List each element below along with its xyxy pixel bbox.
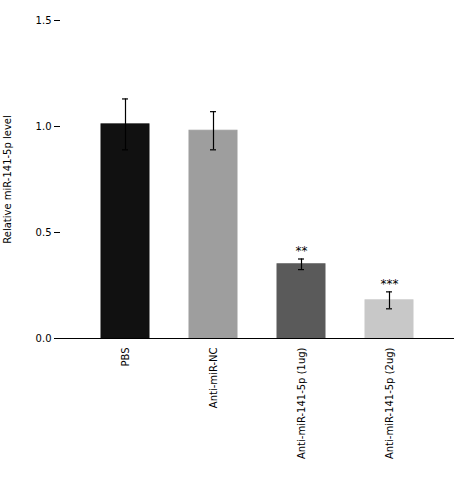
svg-text:Anti-miR-141-5p (2ug): Anti-miR-141-5p (2ug) (384, 347, 395, 459)
svg-text:0.0: 0.0 (36, 333, 52, 344)
svg-text:1.5: 1.5 (36, 15, 52, 26)
svg-text:0.5: 0.5 (36, 227, 52, 238)
svg-text:Anti-miR-NC: Anti-miR-NC (208, 347, 219, 408)
svg-text:**: ** (296, 244, 308, 258)
svg-text:***: *** (381, 277, 399, 291)
svg-text:1.0: 1.0 (36, 121, 52, 132)
svg-text:PBS: PBS (120, 348, 131, 367)
svg-text:Anti-miR-141-5p (1ug): Anti-miR-141-5p (1ug) (296, 347, 307, 459)
svg-text:Relative miR-141-5p level: Relative miR-141-5p level (2, 115, 13, 244)
